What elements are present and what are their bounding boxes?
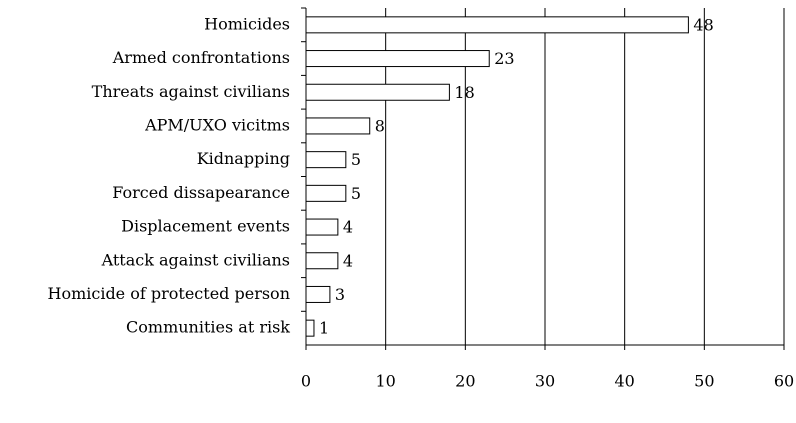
y-tick-label: Threats against civilians bbox=[92, 82, 290, 101]
data-label: 4 bbox=[343, 251, 353, 270]
x-tick-label: 0 bbox=[301, 372, 311, 391]
bar bbox=[305, 252, 339, 270]
data-label: 3 bbox=[335, 285, 345, 304]
data-label: 23 bbox=[494, 49, 514, 68]
data-label: 4 bbox=[343, 218, 353, 237]
data-label: 5 bbox=[351, 150, 361, 169]
bar bbox=[305, 117, 371, 135]
bar bbox=[305, 285, 331, 303]
x-tick-label: 20 bbox=[455, 372, 475, 391]
bar bbox=[305, 151, 347, 169]
x-tick-label: 30 bbox=[535, 372, 555, 391]
y-tick-label: Armed confrontations bbox=[112, 48, 290, 67]
x-tick-label: 60 bbox=[774, 372, 794, 391]
bar bbox=[305, 50, 490, 68]
y-tick-label: APM/UXO vicitms bbox=[144, 115, 290, 134]
y-tick-label: Kidnapping bbox=[197, 149, 290, 168]
data-label: 48 bbox=[693, 15, 713, 34]
x-tick-label: 10 bbox=[375, 372, 395, 391]
y-tick-label: Homicides bbox=[204, 14, 290, 33]
y-tick-label: Homicide of protected person bbox=[47, 284, 290, 303]
bar bbox=[305, 16, 689, 34]
data-label: 8 bbox=[375, 116, 385, 135]
bar bbox=[305, 218, 339, 236]
data-label: 18 bbox=[454, 83, 474, 102]
bar bbox=[305, 319, 315, 337]
y-tick-label: Forced dissapearance bbox=[112, 183, 290, 202]
bar bbox=[305, 184, 347, 202]
x-tick-label: 40 bbox=[614, 372, 634, 391]
x-tick-label: 50 bbox=[694, 372, 714, 391]
y-tick-label: Communities at risk bbox=[126, 318, 290, 337]
bar bbox=[305, 83, 450, 101]
y-tick-label: Displacement events bbox=[121, 217, 290, 236]
y-tick-label: Attack against civilians bbox=[101, 250, 290, 269]
data-label: 5 bbox=[351, 184, 361, 203]
data-label: 1 bbox=[319, 319, 329, 338]
